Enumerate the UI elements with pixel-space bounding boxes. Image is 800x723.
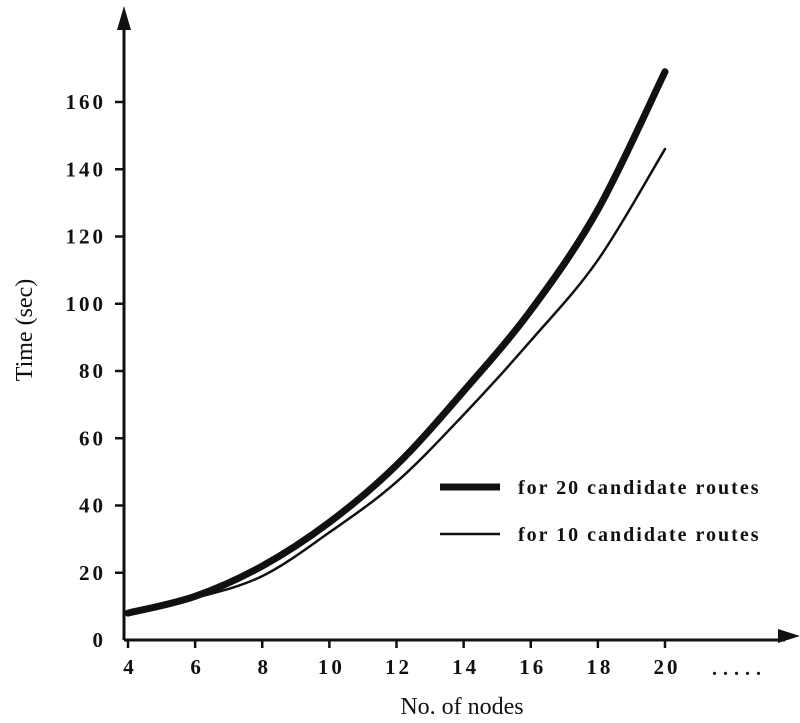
x-axis-continuation: ..... [712,658,767,680]
x-tick-label: 18 [586,655,613,679]
y-tick-label: 20 [79,561,106,585]
x-tick-label: 4 [123,655,137,679]
y-ticks: 0 20 40 60 80 100 120 140 160 [66,90,124,652]
y-tick-label: 80 [79,359,106,383]
x-tick-label: 12 [385,655,412,679]
x-ticks: 4 6 8 10 12 14 16 18 20 [123,640,681,679]
y-axis-arrow [117,6,131,30]
legend-label-2: for 10 candidate routes [518,524,760,546]
y-tick-label: 40 [79,494,106,518]
legend: for 20 candidate routes for 10 candidate … [440,477,760,546]
x-tick-label: 14 [452,655,479,679]
series-line-2 [126,147,667,615]
x-tick-label: 20 [654,655,681,679]
y-tick-label: 140 [66,157,107,181]
x-tick-label: 8 [258,655,272,679]
x-axis-arrow [778,629,800,643]
y-tick-label: 160 [66,90,107,114]
y-tick-label: 60 [79,426,106,450]
legend-label-1: for 20 candidate routes [518,477,760,499]
series-layer [124,68,669,617]
y-tick-label: 0 [93,628,107,652]
x-tick-label: 10 [318,655,345,679]
y-tick-label: 120 [66,225,107,249]
series-line-1 [124,68,669,617]
y-axis-title: Time (sec) [12,279,38,381]
x-tick-label: 16 [519,655,546,679]
axes [117,6,800,643]
x-axis-title: No. of nodes [400,694,523,720]
x-tick-label: 6 [190,655,204,679]
y-tick-label: 100 [66,292,107,316]
